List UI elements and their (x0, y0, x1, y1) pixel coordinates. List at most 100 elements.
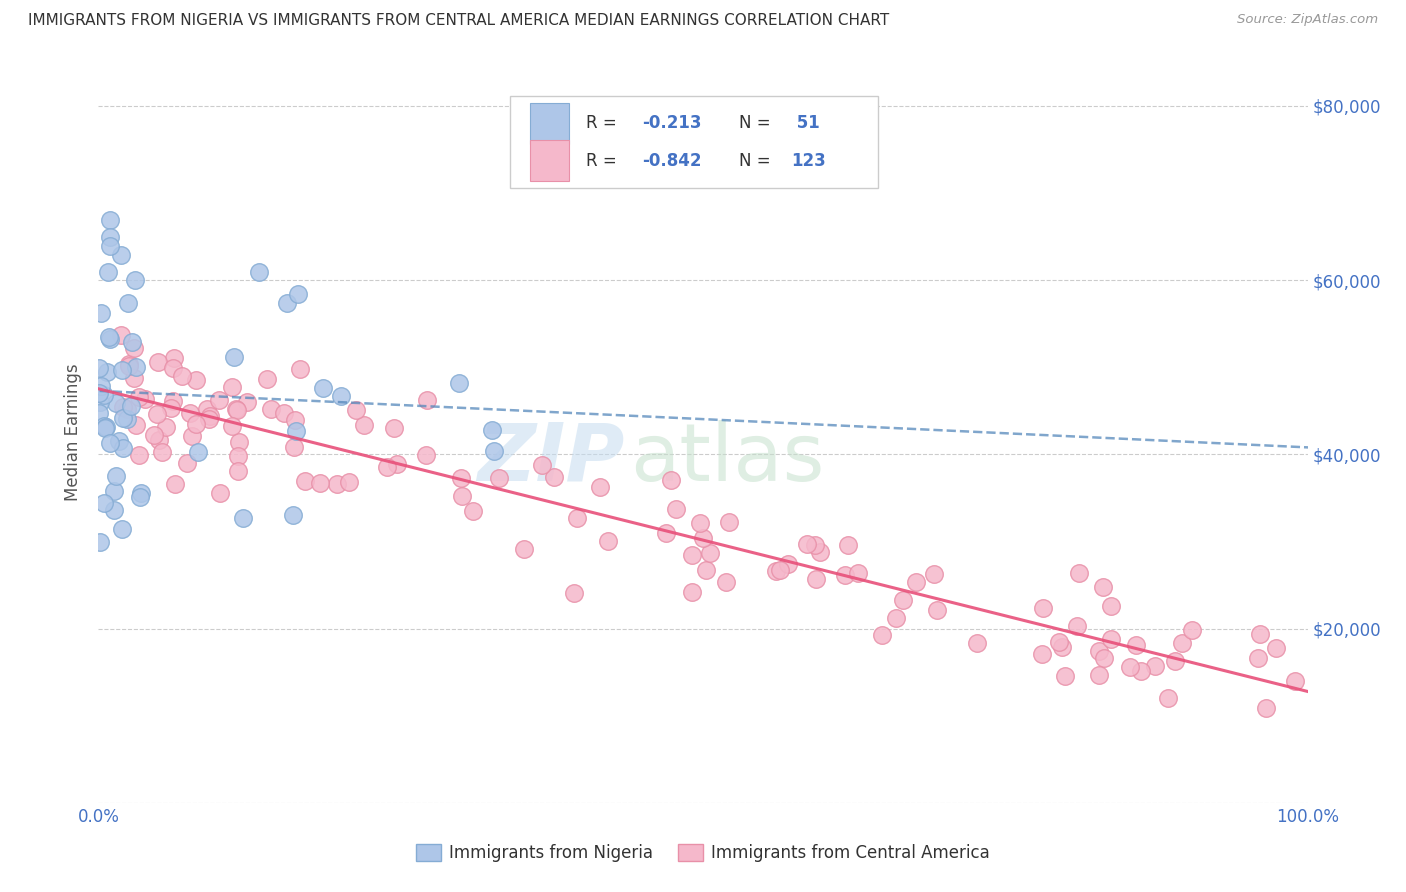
Point (463, 504, 485, 518)
Point (543, 469, 565, 483)
Point (564, 585, 586, 599)
Point (163, 351, 186, 365)
Point (891, 593, 914, 607)
Point (225, 402, 247, 417)
Point (905, 574, 928, 589)
Point (176, 456, 198, 470)
Point (105, 469, 128, 483)
Point (115, 401, 138, 416)
Point (765, 564, 787, 578)
Point (450, 471, 472, 485)
Point (198, 411, 221, 425)
Text: 51: 51 (792, 114, 820, 132)
Point (288, 362, 311, 376)
Point (93, 388, 115, 402)
Point (146, 355, 169, 369)
Text: 123: 123 (792, 152, 825, 169)
Text: -0.842: -0.842 (643, 152, 702, 169)
Point (531, 458, 554, 472)
Legend: Immigrants from Nigeria, Immigrants from Central America: Immigrants from Nigeria, Immigrants from… (409, 837, 997, 869)
Point (325, 477, 347, 491)
Point (1031, 648, 1053, 662)
Point (1254, 701, 1277, 715)
Point (884, 611, 907, 625)
Point (110, 248, 132, 262)
Point (565, 511, 588, 525)
Point (128, 490, 150, 504)
Point (776, 558, 799, 572)
Point (1053, 669, 1076, 683)
Text: R =: R = (586, 152, 621, 169)
Point (232, 511, 254, 525)
Point (90, 378, 112, 392)
Point (97, 330, 120, 344)
Point (98, 436, 121, 450)
Point (222, 350, 245, 364)
Point (806, 572, 828, 586)
Point (96, 420, 118, 434)
Point (87, 406, 110, 420)
Point (129, 485, 152, 500)
Point (1088, 668, 1111, 682)
Point (90, 306, 112, 320)
Point (115, 412, 138, 426)
Text: N =: N = (740, 152, 776, 169)
Point (596, 533, 619, 548)
Point (654, 525, 676, 540)
Point (128, 390, 150, 404)
Point (93, 419, 115, 434)
Point (481, 423, 503, 437)
Point (281, 508, 304, 522)
Point (273, 406, 295, 420)
FancyBboxPatch shape (509, 95, 879, 188)
Point (162, 360, 184, 375)
Point (1143, 659, 1166, 673)
Point (105, 396, 128, 410)
Point (98, 239, 121, 253)
Point (118, 357, 141, 371)
Point (179, 406, 201, 420)
Point (695, 563, 717, 577)
Point (837, 538, 859, 552)
Point (89, 534, 111, 549)
Point (1066, 618, 1088, 632)
Point (121, 334, 143, 349)
Point (125, 360, 148, 375)
Point (155, 420, 177, 434)
Point (870, 628, 893, 642)
Point (228, 464, 250, 478)
Point (98, 332, 121, 346)
Point (1284, 674, 1306, 689)
Point (665, 502, 688, 516)
Point (87, 385, 110, 400)
Point (124, 273, 146, 287)
Point (89, 395, 111, 409)
Point (699, 546, 721, 560)
Point (1091, 580, 1114, 594)
Point (98, 212, 121, 227)
Point (150, 444, 173, 458)
Point (1171, 636, 1194, 650)
Point (228, 434, 250, 449)
Point (160, 401, 183, 415)
Point (163, 477, 186, 491)
Text: R =: R = (586, 114, 621, 132)
Point (1163, 654, 1185, 668)
Point (588, 480, 610, 494)
Point (337, 475, 360, 489)
Point (200, 409, 222, 424)
Point (966, 636, 988, 650)
Point (96, 365, 118, 379)
Point (162, 393, 184, 408)
Point (714, 575, 737, 590)
Point (1032, 601, 1054, 615)
Point (416, 392, 439, 407)
Point (287, 287, 309, 301)
Point (187, 445, 209, 459)
Point (184, 417, 207, 431)
Point (208, 392, 231, 407)
Point (111, 522, 134, 536)
Point (87, 361, 110, 376)
Point (284, 413, 307, 427)
Point (796, 537, 818, 551)
